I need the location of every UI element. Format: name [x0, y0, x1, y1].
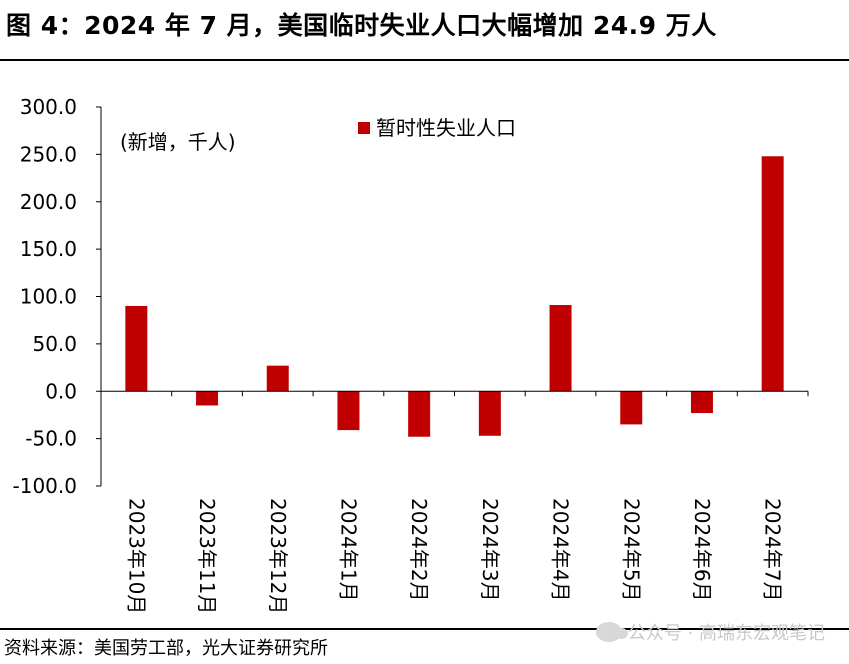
x-tick-label: 2024年7月: [761, 498, 785, 602]
wechat-icon: [595, 622, 628, 642]
y-axis: 300.0 250.0 200.0 150.0 100.0 50.0 0.0 -50.0 -10…: [13, 95, 102, 498]
bar: [549, 305, 572, 392]
x-tick-label: 2024年1月: [336, 498, 360, 602]
y-tick-label: 300.0: [20, 95, 77, 119]
y-tick-label: 200.0: [20, 190, 77, 214]
x-tick-label: 2024年2月: [407, 498, 431, 602]
y-tick-label: -100.0: [13, 474, 77, 498]
bar: [761, 156, 784, 392]
bar: [620, 391, 643, 425]
x-tick-label: 2024年5月: [619, 498, 643, 602]
y-tick-label: 250.0: [20, 142, 77, 166]
watermark: 公众号 · 高瑞东宏观笔记: [595, 619, 825, 645]
watermark-text: 公众号 · 高瑞东宏观笔记: [627, 623, 825, 644]
bar: [125, 305, 148, 392]
y-tick-label: 150.0: [20, 237, 77, 261]
source-divider: [0, 628, 849, 630]
x-tick-label: 2023年12月: [266, 498, 290, 614]
y-tick-label: 100.0: [20, 285, 77, 309]
legend-swatch: [358, 122, 370, 134]
bar-chart: 300.0 250.0 200.0 150.0 100.0 50.0 0.0 -50.0 -10…: [13, 95, 809, 614]
x-tick-label: 2024年3月: [478, 498, 502, 602]
x-tick-label: 2024年4月: [549, 498, 573, 602]
x-tick-label: 2023年10月: [124, 498, 148, 614]
bar: [478, 391, 501, 436]
bar: [408, 391, 431, 437]
unit-note: (新增，千人): [120, 130, 236, 154]
title-divider: [0, 59, 849, 61]
y-tick-label: 0.0: [45, 379, 77, 403]
x-tick-label: 2023年11月: [195, 498, 219, 614]
x-axis: 2023年10月 2023年11月 2023年12月 2024年1月 2024年2月 20…: [100, 390, 809, 614]
bar: [690, 391, 713, 414]
y-tick-label: 50.0: [32, 332, 77, 356]
source-note: 资料来源：美国劳工部，光大证券研究所: [4, 638, 328, 659]
legend-label: 暂时性失业人口: [376, 116, 516, 140]
bar: [196, 391, 219, 406]
y-tick-label: -50.0: [25, 427, 77, 451]
bar-series: [125, 156, 784, 437]
x-tick-label: 2024年6月: [690, 498, 714, 602]
bar: [337, 391, 360, 431]
chart-title: 图 4：2024 年 7 月，美国临时失业人口大幅增加 24.9 万人: [6, 11, 717, 40]
bar: [266, 365, 289, 392]
